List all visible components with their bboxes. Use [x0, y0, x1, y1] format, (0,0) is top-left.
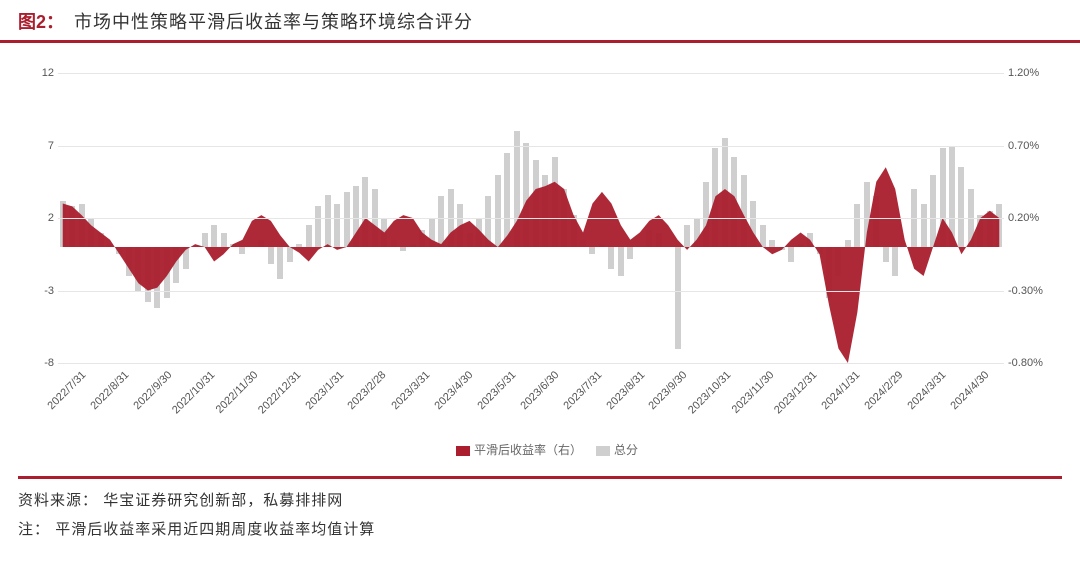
x-tick-label: 2022/8/31: [88, 369, 131, 412]
area-path: [63, 167, 1000, 363]
x-tick-label: 2023/3/31: [389, 369, 432, 412]
figure-title: 市场中性策略平滑后收益率与策略环境综合评分: [74, 8, 473, 34]
x-tick-label: 2023/5/31: [475, 369, 518, 412]
legend-swatch: [596, 446, 610, 456]
x-tick-label: 2022/12/31: [256, 369, 303, 416]
chart-legend: 平滑后收益率（右） 总分: [0, 441, 1080, 458]
grid-line: [58, 291, 1004, 292]
y-tick-right: 0.20%: [1004, 212, 1062, 224]
x-tick-label: 2023/4/30: [432, 369, 475, 412]
legend-label: 总分: [614, 443, 638, 457]
y-tick-left: -3: [18, 285, 58, 297]
x-tick-label: 2024/4/30: [948, 369, 991, 412]
x-tick-label: 2023/10/31: [686, 369, 733, 416]
x-tick-label: 2023/9/30: [647, 369, 690, 412]
source-prefix: 资料来源：: [18, 492, 98, 509]
x-tick-label: 2023/12/31: [772, 369, 819, 416]
x-tick-label: 2023/7/31: [561, 369, 604, 412]
legend-label: 平滑后收益率（右）: [474, 443, 582, 457]
x-tick-label: 2022/9/30: [131, 369, 174, 412]
y-tick-left: 2: [18, 212, 58, 224]
grid-line: [58, 73, 1004, 74]
x-tick-label: 2022/11/30: [213, 369, 260, 416]
note-line: 注： 平滑后收益率采用近四期周度收益率均值计算: [18, 516, 1062, 545]
x-tick-label: 2023/1/31: [303, 369, 346, 412]
x-axis: 2022/7/312022/8/312022/9/302022/10/31202…: [58, 363, 1004, 433]
x-tick-label: 2023/8/31: [604, 369, 647, 412]
chart-container: -8 -3 2 7 12 -0.80% -0.30% 0.20% 0.70% 1.20% 202…: [18, 63, 1062, 433]
y-axis-left: -8-32712: [18, 73, 58, 363]
y-axis-right: -0.80%-0.30%0.20%0.70%1.20%: [1004, 73, 1062, 363]
x-tick-label: 2023/6/30: [518, 369, 561, 412]
x-tick-label: 2024/3/31: [905, 369, 948, 412]
y-tick-left: -8: [18, 357, 58, 369]
y-tick-right: 1.20%: [1004, 67, 1062, 79]
legend-swatch: [456, 446, 470, 456]
x-tick-label: 2022/10/31: [170, 369, 217, 416]
y-tick-left: 7: [18, 140, 58, 152]
figure-label: 图2：: [18, 8, 64, 34]
x-tick-label: 2022/7/31: [45, 369, 88, 412]
x-tick-label: 2024/2/29: [862, 369, 905, 412]
plot-area: [58, 73, 1004, 363]
y-tick-right: -0.80%: [1004, 357, 1062, 369]
x-tick-label: 2024/1/31: [819, 369, 862, 412]
note-text: 平滑后收益率采用近四期周度收益率均值计算: [55, 521, 375, 538]
x-tick-label: 2023/11/30: [729, 369, 776, 416]
y-tick-right: 0.70%: [1004, 140, 1062, 152]
figure-footer: 资料来源： 华宝证券研究创新部，私募排排网 注： 平滑后收益率采用近四期周度收益…: [18, 476, 1062, 544]
source-text: 华宝证券研究创新部，私募排排网: [103, 492, 343, 509]
note-prefix: 注：: [18, 521, 50, 538]
x-tick-label: 2023/2/28: [346, 369, 389, 412]
grid-line: [58, 218, 1004, 219]
grid-line: [58, 146, 1004, 147]
y-tick-right: -0.30%: [1004, 285, 1062, 297]
source-line: 资料来源： 华宝证券研究创新部，私募排排网: [18, 487, 1062, 516]
figure-header: 图2： 市场中性策略平滑后收益率与策略环境综合评分: [0, 0, 1080, 43]
y-tick-left: 12: [18, 67, 58, 79]
